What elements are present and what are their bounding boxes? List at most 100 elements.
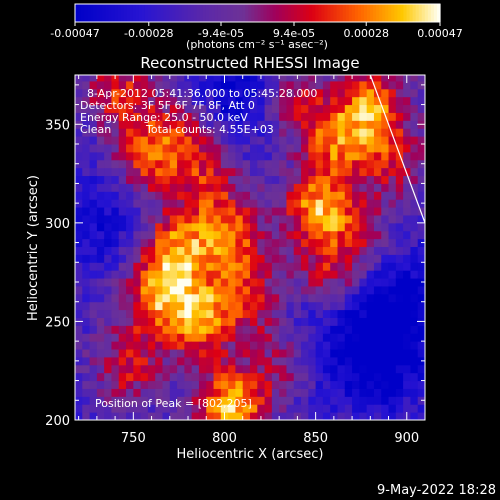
heatmap-cell bbox=[96, 104, 105, 113]
colorbar-cell bbox=[178, 4, 183, 22]
heatmap-cell bbox=[89, 246, 98, 255]
heatmap-cell bbox=[330, 254, 338, 263]
heatmap-cell bbox=[250, 75, 258, 82]
heatmap-cell bbox=[322, 317, 331, 326]
heatmap-cell bbox=[279, 349, 287, 358]
heatmap-cell bbox=[373, 144, 382, 153]
heatmap-cell bbox=[82, 136, 91, 145]
heatmap-cell bbox=[381, 238, 390, 248]
heatmap-cell bbox=[235, 341, 244, 350]
heatmap-cell bbox=[308, 404, 317, 413]
heatmap-cell bbox=[257, 238, 266, 248]
heatmap-cell bbox=[169, 349, 178, 358]
heatmap-cell bbox=[75, 285, 83, 295]
heatmap-cell bbox=[330, 144, 338, 153]
heatmap-cell bbox=[198, 238, 207, 248]
heatmap-cell bbox=[352, 325, 360, 334]
heatmap-cell bbox=[155, 278, 163, 287]
heatmap-cell bbox=[213, 151, 222, 161]
heatmap-cell bbox=[352, 301, 360, 311]
heatmap-cell bbox=[271, 230, 280, 240]
heatmap-cell bbox=[264, 404, 273, 413]
heatmap-cell bbox=[271, 372, 280, 382]
heatmap-cell bbox=[198, 167, 207, 177]
heatmap-cell bbox=[169, 207, 178, 216]
heatmap-cell bbox=[286, 270, 295, 279]
heatmap-cell bbox=[359, 136, 368, 145]
heatmap-cell bbox=[198, 341, 207, 350]
heatmap-cell bbox=[104, 191, 112, 200]
heatmap-cell bbox=[111, 325, 120, 334]
heatmap-cell bbox=[147, 356, 156, 366]
colorbar-cell bbox=[306, 4, 310, 22]
heatmap-cell bbox=[155, 214, 163, 224]
heatmap-cell bbox=[366, 222, 375, 232]
heatmap-cell bbox=[366, 356, 375, 366]
heatmap-cell bbox=[162, 207, 171, 216]
heatmap-cell bbox=[228, 254, 236, 263]
heatmap-cell bbox=[395, 333, 404, 342]
heatmap-cell bbox=[381, 191, 390, 200]
heatmap-cell bbox=[228, 285, 236, 295]
heatmap-cell bbox=[177, 207, 185, 216]
heatmap-cell bbox=[220, 207, 229, 216]
heatmap-cell bbox=[315, 88, 324, 98]
heatmap-cell bbox=[388, 199, 397, 208]
heatmap-cell bbox=[235, 254, 244, 263]
heatmap-cell bbox=[264, 412, 273, 420]
heatmap-cell bbox=[250, 372, 258, 382]
heatmap-cell bbox=[352, 120, 360, 129]
heatmap-cell bbox=[286, 207, 295, 216]
heatmap-cell bbox=[352, 364, 360, 374]
heatmap-cell bbox=[213, 356, 222, 366]
heatmap-cell bbox=[198, 175, 207, 184]
heatmap-cell bbox=[410, 167, 419, 177]
heatmap-cell bbox=[104, 238, 112, 248]
heatmap-cell bbox=[264, 246, 273, 255]
heatmap-cell bbox=[279, 199, 287, 208]
heatmap-cell bbox=[359, 254, 368, 263]
heatmap-cell bbox=[417, 222, 425, 232]
heatmap-cell bbox=[147, 120, 156, 129]
heatmap-cell bbox=[410, 270, 419, 279]
heatmap-cell bbox=[301, 159, 309, 169]
heatmap-cell bbox=[279, 104, 287, 113]
heatmap-cell bbox=[315, 333, 324, 342]
heatmap-cell bbox=[257, 349, 266, 358]
heatmap-cell bbox=[373, 293, 382, 303]
heatmap-cell bbox=[133, 199, 142, 208]
heatmap-cell bbox=[301, 207, 309, 216]
heatmap-cell bbox=[381, 364, 390, 374]
heatmap-cell bbox=[169, 75, 178, 82]
heatmap-cell bbox=[206, 191, 215, 200]
heatmap-cell bbox=[96, 364, 105, 374]
heatmap-cell bbox=[147, 96, 156, 106]
heatmap-cell bbox=[264, 372, 273, 382]
heatmap-cell bbox=[257, 325, 266, 334]
heatmap-cell bbox=[96, 191, 105, 200]
colorbar-cell bbox=[187, 4, 192, 22]
heatmap-cell bbox=[286, 75, 295, 82]
heatmap-cell bbox=[133, 349, 142, 358]
heatmap-cell bbox=[308, 293, 317, 303]
heatmap-cell bbox=[198, 222, 207, 232]
heatmap-cell bbox=[395, 380, 404, 389]
heatmap-cell bbox=[235, 136, 244, 145]
heatmap-cell bbox=[264, 214, 273, 224]
heatmap-cell bbox=[257, 151, 266, 161]
heatmap-cell bbox=[89, 254, 98, 263]
heatmap-cell bbox=[126, 104, 134, 113]
heatmap-cell bbox=[147, 199, 156, 208]
heatmap-cell bbox=[410, 396, 419, 405]
heatmap-cell bbox=[133, 120, 142, 129]
heatmap-cell bbox=[257, 293, 266, 303]
heatmap-cell bbox=[242, 207, 251, 216]
heatmap-cell bbox=[220, 293, 229, 303]
heatmap-cell bbox=[206, 380, 215, 389]
heatmap-cell bbox=[155, 341, 163, 350]
heatmap-cell bbox=[104, 412, 112, 420]
heatmap-cell bbox=[352, 136, 360, 145]
heatmap-cell bbox=[257, 222, 266, 232]
heatmap-cell bbox=[133, 270, 142, 279]
heatmap-cell bbox=[184, 191, 193, 200]
